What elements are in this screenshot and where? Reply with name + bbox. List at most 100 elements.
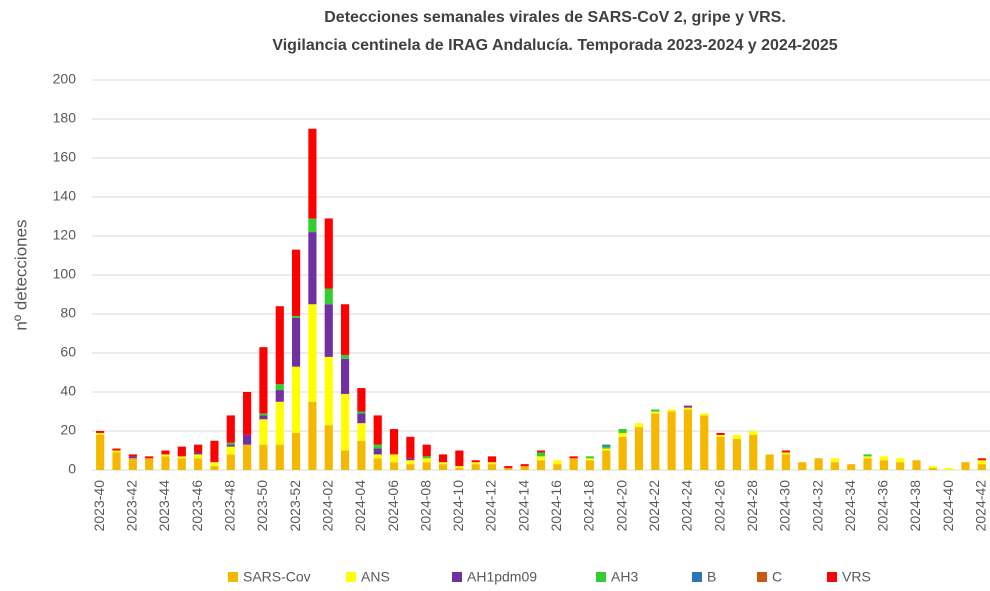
- bar-segment: [210, 462, 219, 467]
- bar-segment: [977, 464, 986, 470]
- bar-segment: [716, 436, 725, 470]
- y-tick-label: 20: [60, 422, 76, 438]
- legend-label: C: [772, 569, 782, 585]
- bar-segment: [340, 393, 350, 451]
- legend-label: AH3: [611, 569, 638, 585]
- bar-segment: [357, 413, 366, 424]
- bar-segment: [112, 450, 121, 453]
- bar-segment: [308, 401, 317, 470]
- bar-segment: [781, 454, 790, 470]
- bar-segment: [161, 456, 170, 470]
- bar-segment: [569, 458, 578, 470]
- bar-segment: [210, 466, 219, 470]
- y-tick-label: 40: [60, 383, 76, 399]
- y-tick-label: 80: [60, 305, 76, 321]
- x-tick-label: 2024-40: [940, 480, 956, 532]
- bar-segment: [340, 304, 350, 355]
- bar-segment: [487, 464, 497, 470]
- bar-segment: [536, 456, 546, 461]
- bar-segment: [634, 427, 644, 470]
- bar-segment: [210, 440, 219, 463]
- bar-segment: [765, 454, 774, 470]
- y-tick-label: 200: [53, 71, 77, 87]
- bar-segment: [259, 413, 268, 416]
- bar-segment: [667, 409, 676, 412]
- y-tick-label: 60: [60, 344, 76, 360]
- bar-segment: [977, 460, 986, 465]
- bar-segment: [96, 432, 105, 435]
- x-tick-label: 2023-48: [221, 480, 237, 532]
- legend-label: AH1pdm09: [467, 569, 537, 585]
- bar-segment: [194, 458, 203, 470]
- legend-swatch: [827, 572, 837, 582]
- bar-segment: [340, 358, 350, 394]
- bar-segment: [683, 409, 693, 470]
- x-tick-label: 2024-32: [809, 480, 825, 532]
- bar-segment: [618, 436, 627, 470]
- bar-segment: [422, 462, 431, 470]
- bar-segment: [226, 415, 235, 443]
- y-tick-label: 0: [68, 461, 76, 477]
- x-tick-label: 2023-44: [156, 480, 172, 532]
- bar-segment: [651, 411, 660, 414]
- legend-label: B: [707, 569, 716, 585]
- bar-segment: [455, 450, 464, 467]
- bar-segment: [275, 390, 284, 402]
- bar-segment: [814, 458, 823, 470]
- y-tick-label: 140: [53, 188, 77, 204]
- legend-swatch: [228, 572, 238, 582]
- bar-segment: [487, 456, 497, 463]
- bar-segment: [259, 415, 268, 420]
- bar-segment: [357, 423, 366, 441]
- bar-segment: [520, 464, 529, 467]
- bar-segment: [128, 456, 137, 459]
- x-tick-label: 2023-50: [254, 480, 270, 532]
- bar-segment: [96, 431, 105, 433]
- bar-segment: [422, 458, 431, 463]
- x-tick-label: 2024-38: [907, 480, 923, 532]
- y-tick-label: 180: [53, 110, 77, 126]
- x-tick-label: 2024-06: [385, 480, 401, 532]
- bar-segment: [487, 462, 497, 465]
- bar-segment: [912, 460, 921, 470]
- bar-segment: [520, 466, 529, 470]
- bar-segment: [112, 448, 121, 451]
- bar-segment: [683, 405, 693, 408]
- bar-segment: [602, 448, 611, 451]
- bar-segment: [259, 347, 268, 414]
- bar-segment: [292, 249, 301, 316]
- x-tick-label: 2024-30: [777, 480, 793, 532]
- bar-segment: [226, 444, 235, 447]
- bar-segment: [324, 304, 333, 357]
- bar-segment: [226, 446, 235, 455]
- bar-segment: [177, 446, 186, 457]
- bar-segment: [340, 354, 350, 359]
- bar-segment: [226, 442, 235, 445]
- x-tick-label: 2024-42: [973, 480, 989, 532]
- bar-segment: [308, 128, 317, 219]
- bar-segment: [112, 452, 121, 470]
- bar-segment: [618, 429, 627, 433]
- bar-segment: [651, 413, 660, 470]
- bar-segment: [145, 456, 154, 459]
- bar-segment: [716, 434, 725, 437]
- bar-segment: [243, 444, 252, 470]
- bar-segment: [324, 425, 333, 470]
- bar-segment: [438, 454, 448, 463]
- bar-segment: [308, 304, 317, 402]
- bar-segment: [128, 454, 137, 457]
- bar-segment: [145, 458, 154, 470]
- bar-segment: [324, 356, 333, 426]
- bar-segment: [716, 432, 725, 435]
- bar-segment: [945, 468, 954, 470]
- bar-segment: [275, 401, 284, 445]
- x-tick-label: 2024-18: [581, 480, 597, 532]
- bar-segment: [504, 466, 513, 469]
- bar-segment: [928, 468, 937, 470]
- bar-segment: [389, 429, 399, 455]
- bar-segment: [830, 458, 839, 463]
- bar-segment: [292, 317, 301, 367]
- legend-swatch: [692, 572, 702, 582]
- bar-segment: [749, 431, 758, 435]
- bar-segment: [275, 384, 284, 391]
